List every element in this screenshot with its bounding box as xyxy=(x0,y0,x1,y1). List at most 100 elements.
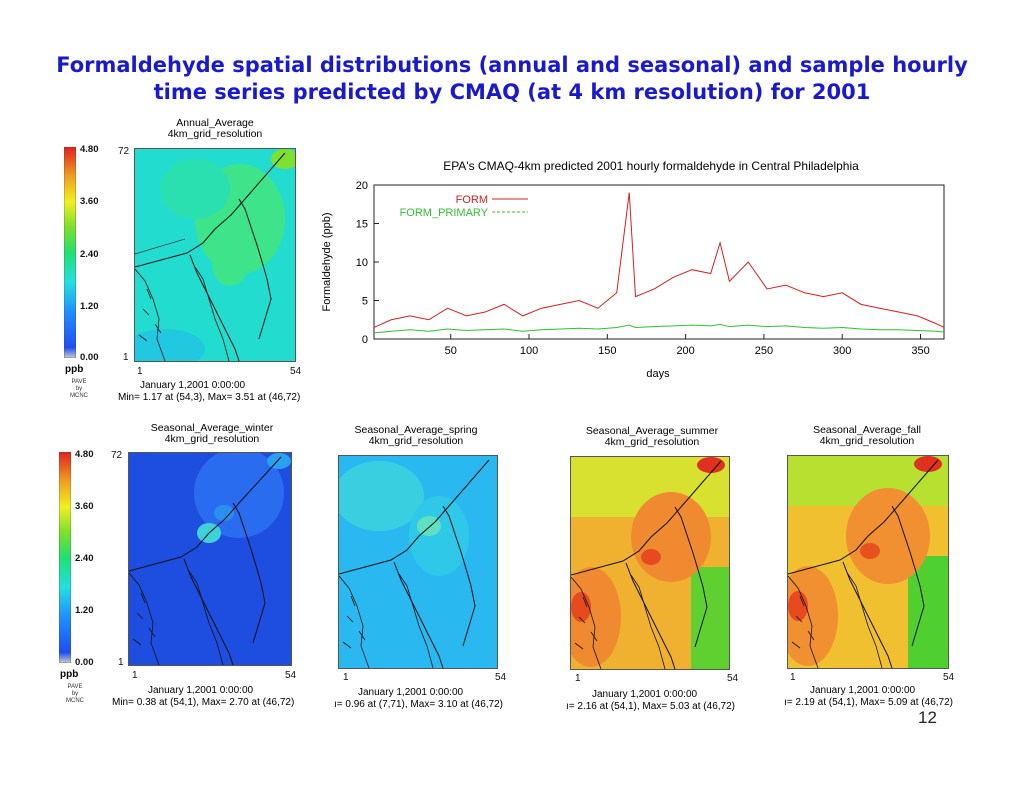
winter-title-line2: 4km_grid_resolution xyxy=(164,433,260,445)
summer-caption: January 1,2001 0:00:00 ı= 2.16 at (54,1)… xyxy=(566,689,735,713)
x-tick-label: 100 xyxy=(520,345,538,357)
chart-y-label: Formaldehyde (ppb) xyxy=(321,212,333,311)
summer-x-left: 1 xyxy=(575,673,581,684)
summer-minmax: ı= 2.16 at (54,1), Max= 5.03 at (46,72) xyxy=(566,701,735,712)
chart-title: EPA's CMAQ-4km predicted 2001 hourly for… xyxy=(443,159,859,173)
fall-x-left: 1 xyxy=(790,672,796,683)
y-tick-label: 10 xyxy=(356,257,368,269)
annual-y-top: 72 xyxy=(118,146,130,157)
slide-title: Formaldehyde spatial distributions (annu… xyxy=(30,52,994,106)
spring-title-line2: 4km_grid_resolution xyxy=(368,435,464,447)
x-tick-label: 350 xyxy=(911,345,929,357)
annual-map-plot xyxy=(135,149,295,361)
annual-cb-240: 2.40 xyxy=(80,249,99,260)
annual-cb-120: 1.20 xyxy=(80,301,99,312)
spring-caption: January 1,2001 0:00:00 ı= 0.96 at (7,71)… xyxy=(334,687,503,711)
fall-caption: January 1,2001 0:00:00 ı= 2.19 at (54,1)… xyxy=(784,685,953,709)
annual-cb-480: 4.80 xyxy=(80,144,99,155)
x-tick-label: 250 xyxy=(755,345,773,357)
spring-title-line1: Seasonal_Average_spring xyxy=(354,424,478,436)
spring-x-right: 54 xyxy=(495,672,507,683)
winter-cb-unit: ppb xyxy=(60,669,79,680)
winter-cb-480: 4.80 xyxy=(75,449,94,460)
fall-minmax: ı= 2.19 at (54,1), Max= 5.09 at (46,72) xyxy=(784,697,953,708)
annual-date: January 1,2001 0:00:00 xyxy=(140,380,246,391)
summer-map-title: Seasonal_Average_summer 4km_grid_resolut… xyxy=(570,426,734,448)
annual-caption: January 1,2001 0:00:00 Min= 1.17 at (54,… xyxy=(118,380,300,404)
credit-mcnc: MCNC xyxy=(70,393,88,399)
fall-title-line1: Seasonal_Average_fall xyxy=(813,424,921,436)
winter-credit-mcnc: MCNC xyxy=(66,698,84,704)
fall-title-line2: 4km_grid_resolution xyxy=(819,435,915,447)
annual-title-line2: 4km_grid_resolution xyxy=(167,128,263,140)
annual-y-bottom: 1 xyxy=(123,352,129,363)
timeseries-chart: EPA's CMAQ-4km predicted 2001 hourly for… xyxy=(321,159,945,380)
annual-map-title: Annual_Average 4km_grid_resolution xyxy=(133,118,297,140)
annual-credit: PAVE by MCNC xyxy=(68,379,90,400)
fall-x-right: 54 xyxy=(943,672,955,683)
summer-date: January 1,2001 0:00:00 xyxy=(592,689,698,700)
summer-map-plot xyxy=(571,457,729,669)
annual-x-left: 1 xyxy=(137,366,143,377)
legend-form-primary-label: FORM_PRIMARY xyxy=(400,207,489,219)
fall-map xyxy=(787,455,949,669)
y-tick-label: 0 xyxy=(362,334,368,346)
x-tick-label: 200 xyxy=(676,345,694,357)
spring-date: January 1,2001 0:00:00 xyxy=(358,687,464,698)
winter-credit-pave: PAVE xyxy=(67,684,83,690)
x-tick-label: 150 xyxy=(598,345,616,357)
page-number: 12 xyxy=(918,708,937,727)
fall-date: January 1,2001 0:00:00 xyxy=(810,685,916,696)
title-line-2: time series predicted by CMAQ (at 4 km r… xyxy=(153,80,871,104)
annual-cb-360: 3.60 xyxy=(80,196,99,207)
y-tick-label: 20 xyxy=(356,180,368,192)
winter-map-title: Seasonal_Average_winter 4km_grid_resolut… xyxy=(130,423,294,445)
summer-title-line2: 4km_grid_resolution xyxy=(604,436,700,448)
winter-x-right: 54 xyxy=(285,670,297,681)
winter-date: January 1,2001 0:00:00 xyxy=(148,685,254,696)
spring-x-left: 1 xyxy=(343,672,349,683)
credit-pave: PAVE xyxy=(71,379,87,385)
spring-minmax: ı= 0.96 at (7,71), Max= 3.10 at (46,72) xyxy=(334,699,503,710)
annual-minmax: Min= 1.17 at (54,3), Max= 3.51 at (46,72… xyxy=(118,392,301,403)
y-axis-ticks: 0 5 10 15 20 xyxy=(356,180,379,346)
annual-title-line1: Annual_Average xyxy=(176,117,254,129)
spring-map xyxy=(338,455,498,669)
summer-map xyxy=(570,456,730,670)
annual-cb-unit: ppb xyxy=(65,364,84,375)
annual-map xyxy=(134,148,296,362)
annual-colorbar-gradient xyxy=(63,146,77,359)
fall-map-plot xyxy=(788,456,948,668)
winter-cb-240: 2.40 xyxy=(75,553,94,564)
winter-map-plot xyxy=(129,453,291,665)
winter-cb-000: 0.00 xyxy=(75,657,94,668)
y-tick-label: 5 xyxy=(362,296,368,308)
winter-cb-120: 1.20 xyxy=(75,605,94,616)
annual-cb-000: 0.00 xyxy=(80,352,99,363)
summer-title-line1: Seasonal_Average_summer xyxy=(585,425,719,437)
series-line-form-primary xyxy=(373,323,945,334)
winter-x-left: 1 xyxy=(132,670,138,681)
winter-credit-by: by xyxy=(71,691,79,697)
winter-colorbar xyxy=(58,451,72,668)
legend-form-label: FORM xyxy=(456,194,488,206)
credit-by: by xyxy=(75,386,83,392)
winter-title-line1: Seasonal_Average_winter xyxy=(150,422,274,434)
x-axis-ticks: 50 100 150 200 250 300 350 xyxy=(445,334,930,357)
chart-x-label: days xyxy=(646,368,670,380)
winter-y-bottom: 1 xyxy=(118,657,124,668)
y-tick-label: 15 xyxy=(356,219,368,231)
winter-credit: PAVE by MCNC xyxy=(64,684,86,705)
winter-cb-360: 3.60 xyxy=(75,501,94,512)
winter-y-top: 72 xyxy=(111,450,123,461)
winter-map xyxy=(128,452,292,666)
fall-map-title: Seasonal_Average_fall 4km_grid_resolutio… xyxy=(785,425,949,447)
series-line-form xyxy=(373,192,945,328)
x-tick-label: 50 xyxy=(445,345,457,357)
winter-colorbar-gradient xyxy=(58,451,72,664)
spring-map-plot xyxy=(339,459,490,668)
title-line-1: Formaldehyde spatial distributions (annu… xyxy=(56,53,968,77)
winter-caption: January 1,2001 0:00:00 Min= 0.38 at (54,… xyxy=(112,685,294,709)
x-tick-label: 300 xyxy=(833,345,851,357)
spring-map-title: Seasonal_Average_spring 4km_grid_resolut… xyxy=(334,425,498,447)
